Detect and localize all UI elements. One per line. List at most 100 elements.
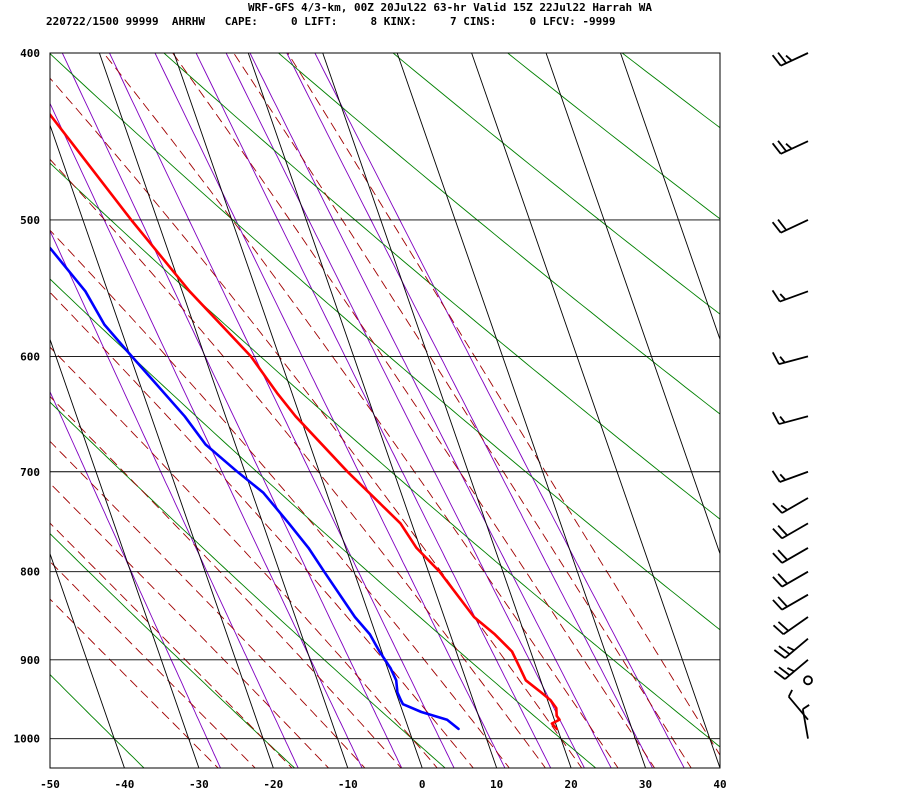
barb-flag-full [777, 621, 789, 632]
dry-adiabat-line [163, 53, 720, 520]
temperature-tick-label: 40 [713, 778, 726, 791]
barb-flag-full [771, 221, 782, 234]
moist-adiabat-line [50, 291, 474, 768]
mixing-ratio-line [195, 53, 552, 768]
wind-barb [803, 675, 813, 686]
wind-barb [771, 219, 809, 234]
wind-barb [771, 411, 809, 425]
barb-shaft [784, 638, 809, 659]
wind-barb [772, 616, 809, 635]
pressure-tick-label: 1000 [14, 733, 41, 746]
dry-adiabat-line [50, 278, 597, 768]
pressure-tick-label: 400 [20, 47, 40, 60]
moist-adiabat-line [50, 395, 402, 768]
dry-adiabat-line [50, 673, 145, 768]
wind-barb [787, 689, 809, 721]
barb-shaft [781, 593, 809, 611]
barb-flag-full [777, 140, 787, 152]
dry-adiabat-line [50, 401, 446, 768]
barb-flag-full [777, 525, 788, 536]
wind-barb [771, 140, 809, 155]
axis-labels: 400 500 600 700 800 900 1000 -50 -40 -30 -20 -10 0 10… [14, 47, 727, 791]
barb-flag-full [771, 54, 782, 67]
mixing-ratio-line [50, 229, 299, 768]
wind-barb [772, 497, 809, 514]
pressure-tick-label: 500 [20, 214, 40, 227]
temperature-tick-label: -10 [338, 778, 358, 791]
isotherm-line [173, 53, 423, 768]
barb-flag-half [779, 356, 786, 364]
isotherm-line [396, 53, 646, 768]
barb-shaft [784, 659, 809, 680]
mixing-ratio-line [225, 53, 585, 768]
barb-flag-full [773, 649, 786, 659]
barb-flag-half [785, 54, 793, 62]
wind-barb [773, 659, 809, 680]
barb-shaft [780, 219, 809, 234]
barb-flag-full [778, 666, 791, 676]
dry-adiabat-line [392, 53, 720, 315]
pressure-tick-label: 600 [20, 350, 40, 363]
moist-adiabat-line [50, 560, 256, 768]
barb-flag-full [777, 219, 787, 231]
barb-flag-full [772, 502, 783, 514]
moist-adiabat-line [172, 53, 656, 768]
isotherm-line [50, 123, 274, 768]
barb-flag-full [777, 549, 788, 561]
isotherm-line [545, 53, 720, 556]
temperature-tick-label: -20 [263, 778, 283, 791]
barb-flag-full [778, 645, 791, 655]
barb-flag-full [771, 351, 780, 365]
isotherm-line [620, 53, 720, 341]
dry-adiabat-line [686, 15, 900, 783]
chart-title: WRF-GFS 4/3-km, 00Z 20Jul22 63-hr Valid … [248, 1, 652, 14]
background-grid [50, 15, 900, 783]
barb-shaft [781, 522, 809, 540]
temperature-profile-line [50, 112, 561, 731]
barb-flag-half [779, 415, 786, 424]
dry-adiabat-line [50, 532, 296, 768]
temperature-tick-label: -40 [115, 778, 135, 791]
barb-flag-full [772, 624, 785, 635]
pressure-tick-label: 800 [20, 566, 40, 579]
moist-adiabat-line [50, 522, 293, 768]
moist-adiabat-line [50, 482, 330, 768]
barb-flag-full [777, 596, 788, 608]
barb-shaft [779, 470, 809, 483]
temperature-tick-label: -30 [189, 778, 209, 791]
moist-adiabat-line [50, 158, 546, 768]
mixing-ratio-line [286, 53, 654, 768]
moist-adiabat-line [50, 77, 583, 768]
wind-barb [771, 289, 809, 303]
barb-shaft [780, 52, 809, 67]
barb-flag-half [785, 142, 793, 150]
pressure-tick-label: 900 [20, 654, 40, 667]
wind-barb [771, 351, 809, 366]
isotherm-line [247, 53, 498, 768]
dry-adiabat-line [799, 15, 900, 783]
barb-shaft [782, 616, 809, 635]
barb-shaft [781, 570, 809, 588]
mixing-ratio-line [61, 53, 403, 768]
mixing-ratio-line [249, 53, 612, 768]
barb-flag-full [772, 576, 783, 588]
isotherm-line [322, 53, 572, 768]
plot-frame [49, 52, 721, 769]
isotherm-line [50, 552, 125, 768]
barb-flag-full [771, 411, 780, 425]
barb-flag-full [772, 528, 783, 539]
barb-flag-full [771, 142, 782, 155]
barb-flag-full [772, 552, 783, 564]
temperature-tick-label: 30 [639, 778, 652, 791]
isotherm-line [471, 53, 720, 768]
dry-adiabat-line [277, 53, 720, 415]
moist-adiabat-line [103, 53, 619, 768]
dry-adiabat-line [50, 53, 720, 631]
calm-circle [803, 675, 813, 686]
wind-barb [773, 638, 809, 659]
barb-flag-half [787, 689, 793, 698]
barb-shaft [779, 290, 809, 303]
mixing-ratio-line [50, 390, 221, 768]
barb-shaft [781, 497, 809, 514]
